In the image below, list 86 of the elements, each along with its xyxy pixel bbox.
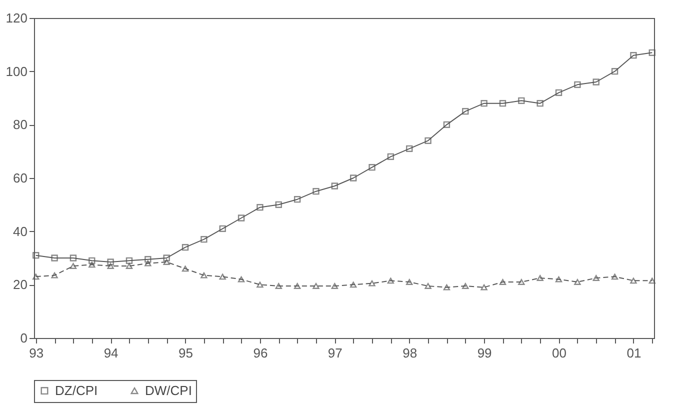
x-tick-label: 96 (253, 346, 268, 360)
point (331, 182, 338, 190)
point (592, 78, 600, 86)
point (144, 260, 152, 266)
y-tick-label: 80 (13, 117, 28, 132)
point (611, 274, 618, 280)
point (630, 278, 637, 284)
point (536, 275, 544, 281)
point (32, 252, 40, 259)
point (88, 257, 96, 264)
point (350, 282, 357, 288)
point (499, 100, 506, 107)
point (536, 100, 544, 107)
point (499, 279, 506, 285)
x-tick-label: 97 (328, 346, 342, 360)
x-tick-label: 93 (29, 346, 44, 360)
point (480, 284, 488, 290)
y-tick-label: 120 (6, 10, 28, 26)
point (648, 278, 656, 284)
point (480, 100, 488, 107)
point (424, 137, 432, 144)
point (256, 204, 264, 211)
point (368, 280, 376, 286)
point (238, 214, 245, 222)
point (294, 283, 301, 289)
point (406, 145, 413, 152)
point (200, 272, 208, 278)
x-tick-label: 98 (402, 346, 418, 360)
point (88, 262, 96, 268)
point (163, 259, 170, 265)
point (126, 257, 133, 264)
point (238, 276, 245, 282)
point (182, 266, 189, 272)
point (70, 254, 77, 262)
y-tick-label: 40 (13, 224, 28, 239)
point (70, 263, 77, 269)
point (275, 283, 282, 289)
x-tick-label: 00 (552, 346, 566, 360)
legend-label: DZ/CPI (55, 382, 98, 398)
point (406, 279, 413, 285)
point (443, 121, 450, 128)
y-tick-label: 20 (13, 277, 28, 292)
point (331, 283, 338, 289)
y-tick-label: 100 (6, 64, 28, 79)
x-tick-label: 01 (626, 346, 642, 360)
point (648, 49, 656, 56)
x-tick-label: 99 (477, 346, 492, 360)
point (163, 254, 170, 262)
point (144, 256, 152, 263)
point (219, 274, 226, 280)
point (443, 284, 450, 290)
point (574, 279, 581, 285)
point (368, 164, 376, 171)
point (182, 244, 189, 251)
point (555, 89, 562, 96)
point (107, 263, 114, 269)
point (32, 274, 40, 280)
point (387, 153, 394, 160)
point (555, 276, 562, 282)
point (256, 282, 264, 288)
point (387, 278, 394, 284)
x-tick-label: 95 (178, 346, 193, 360)
legend-label: DW/CPI (145, 382, 192, 398)
point (350, 174, 357, 182)
y-tick-label: 0 (20, 330, 28, 346)
y-tick-label: 60 (13, 170, 28, 186)
point (107, 258, 114, 266)
point (462, 283, 469, 289)
point (200, 236, 208, 243)
point (424, 283, 432, 289)
point (518, 279, 525, 285)
point (51, 254, 58, 262)
point (630, 52, 637, 59)
point (51, 272, 58, 278)
point (574, 81, 581, 88)
point (592, 275, 600, 281)
point (275, 201, 282, 208)
point (462, 108, 469, 115)
point (294, 196, 301, 203)
x-tick-label: 94 (104, 346, 118, 360)
point (518, 97, 525, 104)
point (312, 188, 320, 195)
point (611, 68, 618, 75)
point (126, 263, 133, 269)
point (219, 225, 226, 232)
point (312, 283, 320, 289)
